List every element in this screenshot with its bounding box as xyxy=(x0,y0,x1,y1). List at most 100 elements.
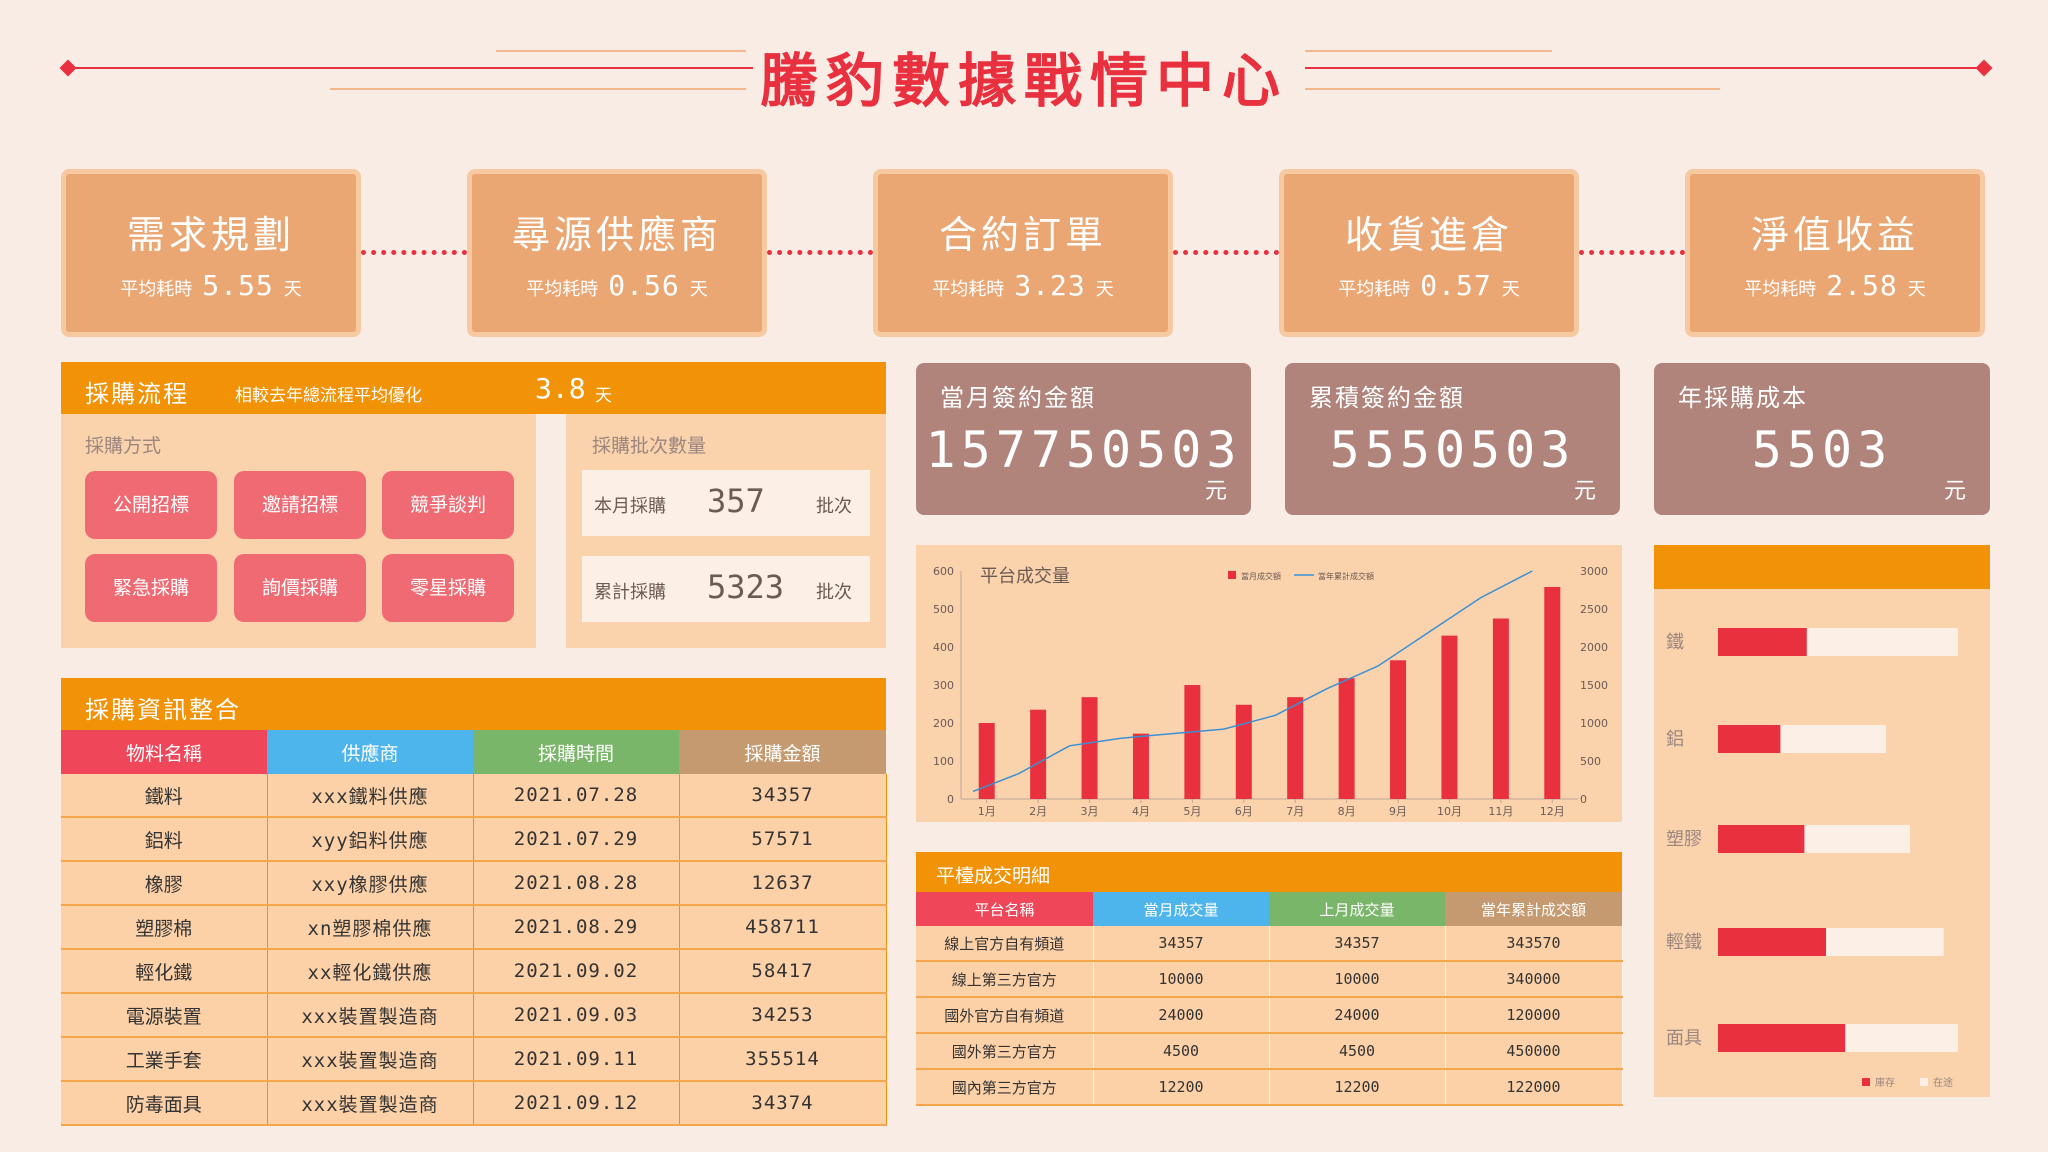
method-button[interactable]: 公開招標 xyxy=(85,471,217,539)
table-cell: 橡膠 xyxy=(61,861,268,906)
x-tick-label: 1月 xyxy=(978,805,996,818)
method-button[interactable]: 邀請招標 xyxy=(234,471,366,539)
bar xyxy=(1338,678,1355,799)
y-tick-label: 600 xyxy=(933,565,954,578)
x-tick-label: 5月 xyxy=(1183,805,1201,818)
bar xyxy=(1492,618,1509,799)
table-row: 鐵料 xxx鐵料供應 2021.07.28 34357 xyxy=(61,774,887,818)
methods-label: 採購方式 xyxy=(85,435,162,457)
table-row: 鋁料 xyy鋁料供應 2021.07.29 57571 xyxy=(61,817,887,862)
y2-tick-label: 2500 xyxy=(1580,603,1608,616)
batch-row-label: 本月採購 xyxy=(594,496,666,517)
chart-title: 平台成交量 xyxy=(980,566,1070,587)
table-cell: xxx鐵料供應 xyxy=(267,774,474,818)
legend-label-stock: 庫存 xyxy=(1875,1076,1895,1089)
column-header: 採購時間 xyxy=(473,730,679,774)
x-tick-label: 11月 xyxy=(1488,805,1513,818)
column-header: 平台名稱 xyxy=(916,892,1093,926)
table-cell: 2021.09.03 xyxy=(473,993,680,1038)
process-note-value: 3.8 xyxy=(535,372,586,405)
method-button[interactable]: 競爭談判 xyxy=(382,471,514,539)
kpi-label: 累積簽約金額 xyxy=(1309,384,1465,412)
table-cell: 2021.09.12 xyxy=(473,1081,680,1126)
method-button[interactable]: 詢價採購 xyxy=(234,554,366,622)
x-tick-label: 6月 xyxy=(1235,805,1253,818)
table-cell: 4500 xyxy=(1093,1033,1270,1070)
table-row: 橡膠 xxy橡膠供應 2021.08.28 12637 xyxy=(61,861,887,906)
x-tick-label: 3月 xyxy=(1081,805,1099,818)
table-row: 線上官方自有頻道 34357 34357 343570 xyxy=(916,926,1623,962)
table-cell: 2021.09.11 xyxy=(473,1037,680,1082)
table-cell: xxx裝置製造商 xyxy=(267,993,474,1038)
method-button[interactable]: 零星採購 xyxy=(382,554,514,622)
y2-tick-label: 3000 xyxy=(1580,565,1608,578)
table-cell: xxx裝置製造商 xyxy=(267,1037,474,1082)
table-cell: 國外官方自有頻道 xyxy=(916,997,1094,1034)
bar xyxy=(1235,704,1252,799)
column-header: 當年累計成交額 xyxy=(1445,892,1622,926)
table-row: 工業手套 xxx裝置製造商 2021.09.11 355514 xyxy=(61,1037,887,1082)
title-line-left-lower xyxy=(330,88,746,90)
category-label: 面具 xyxy=(1666,1028,1702,1049)
table-cell: xn塑膠棉供應 xyxy=(267,905,474,950)
stage-value: 0.57 xyxy=(1420,269,1492,302)
table-row: 防毒面具 xxx裝置製造商 2021.09.12 34374 xyxy=(61,1081,887,1126)
bar xyxy=(1132,733,1149,799)
process-note: 相較去年總流程平均優化 xyxy=(235,386,422,406)
table-cell: 10000 xyxy=(1093,961,1270,998)
process-header: 採購流程 相較去年總流程平均優化 3.8 天 xyxy=(61,362,886,414)
stage-duration: 平均耗時 0.57 天 xyxy=(1284,269,1574,302)
table-row: 國內第三方官方 12200 12200 122000 xyxy=(916,1069,1623,1106)
batch-row-value: 5323 xyxy=(707,568,785,606)
kpi-unit: 元 xyxy=(1943,479,1966,504)
table-cell: 24000 xyxy=(1269,997,1446,1034)
stage-value: 0.56 xyxy=(608,269,680,302)
x-tick-label: 7月 xyxy=(1286,805,1304,818)
kpi-card: 累積簽約金額 5550503 元 xyxy=(1285,363,1620,515)
batch-row-unit: 批次 xyxy=(816,582,852,603)
table-cell: 343570 xyxy=(1445,926,1623,962)
column-header: 採購金額 xyxy=(679,730,886,774)
batch-label: 採購批次數量 xyxy=(592,435,707,457)
batch-row: 累計採購 5323 批次 xyxy=(582,556,870,622)
y2-tick-label: 2000 xyxy=(1580,641,1608,654)
table-cell: 12200 xyxy=(1093,1069,1270,1106)
x-tick-label: 9月 xyxy=(1389,805,1407,818)
table-cell: 450000 xyxy=(1445,1033,1623,1070)
table-cell: 34357 xyxy=(1269,926,1446,962)
stage-name: 需求規劃 xyxy=(126,213,295,257)
stage-unit: 天 xyxy=(1501,279,1520,300)
table-cell: 2021.08.29 xyxy=(473,905,680,950)
table-cell: 2021.08.28 xyxy=(473,861,680,906)
x-tick-label: 4月 xyxy=(1132,805,1150,818)
inventory-chart-header xyxy=(1654,545,1990,589)
info-table-title: 採購資訊整合 xyxy=(85,696,241,724)
x-tick-label: 10月 xyxy=(1437,805,1462,818)
table-cell: 2021.09.02 xyxy=(473,949,680,994)
table-cell: 458711 xyxy=(679,905,887,950)
table-cell: 58417 xyxy=(679,949,887,994)
stage-duration: 平均耗時 0.56 天 xyxy=(472,269,762,302)
column-header: 物料名稱 xyxy=(61,730,267,774)
bar xyxy=(1287,697,1304,799)
table-cell: 12637 xyxy=(679,861,887,906)
category-label: 鐵 xyxy=(1666,632,1684,653)
method-button[interactable]: 緊急採購 xyxy=(85,554,217,622)
column-header: 供應商 xyxy=(267,730,473,774)
table-cell: 355514 xyxy=(679,1037,887,1082)
bar xyxy=(1441,635,1458,799)
kpi-label: 當月簽約金額 xyxy=(940,384,1096,412)
stage-duration: 平均耗時 2.58 天 xyxy=(1690,269,1980,302)
table-cell: 塑膠棉 xyxy=(61,905,268,950)
stage-prefix: 平均耗時 xyxy=(526,279,599,300)
y-tick-label: 200 xyxy=(933,717,954,730)
stage-unit: 天 xyxy=(1907,279,1926,300)
stage-prefix: 平均耗時 xyxy=(1338,279,1411,300)
table-cell: 34357 xyxy=(1093,926,1270,962)
stage-card: 合約訂單 平均耗時 3.23 天 xyxy=(873,169,1173,337)
stage-connector xyxy=(1579,250,1685,255)
stage-value: 2.58 xyxy=(1826,269,1898,302)
stage-unit: 天 xyxy=(1095,279,1114,300)
title-line-left xyxy=(68,67,753,69)
